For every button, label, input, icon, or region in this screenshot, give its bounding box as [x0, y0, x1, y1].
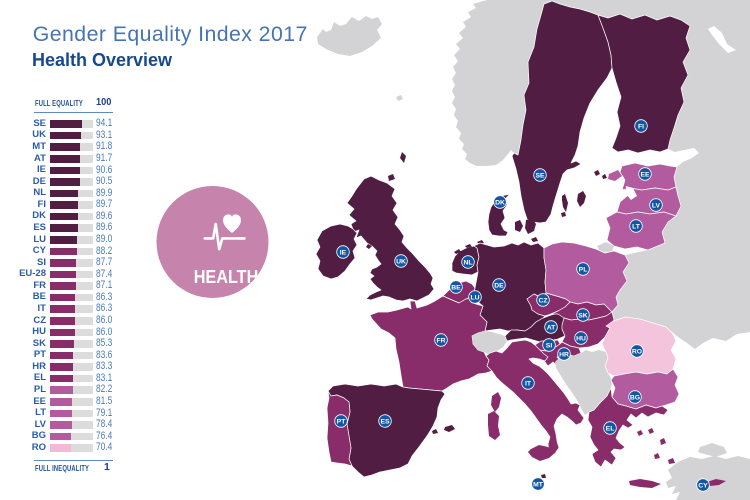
svg-text:HR: HR	[559, 351, 569, 358]
svg-text:FI: FI	[638, 123, 644, 130]
svg-text:SI: SI	[546, 342, 553, 349]
svg-text:CZ: CZ	[538, 297, 547, 304]
svg-text:HU: HU	[576, 335, 586, 342]
svg-text:BE: BE	[451, 284, 461, 291]
svg-text:DK: DK	[495, 199, 505, 206]
svg-text:IT: IT	[525, 380, 532, 387]
svg-text:CY: CY	[698, 482, 708, 489]
svg-text:SE: SE	[535, 172, 545, 179]
svg-text:LU: LU	[470, 294, 479, 301]
svg-text:ES: ES	[380, 418, 390, 425]
svg-text:EE: EE	[640, 171, 650, 178]
svg-text:BG: BG	[630, 394, 640, 401]
svg-text:PL: PL	[579, 266, 588, 273]
svg-text:DE: DE	[494, 282, 504, 289]
svg-text:SK: SK	[578, 312, 588, 319]
svg-text:UK: UK	[396, 258, 406, 265]
svg-text:RO: RO	[632, 348, 642, 355]
svg-text:HEALTH: HEALTH	[194, 266, 259, 287]
svg-text:MT: MT	[533, 481, 544, 488]
svg-text:EL: EL	[606, 425, 615, 432]
svg-text:LT: LT	[632, 223, 641, 230]
svg-text:IE: IE	[340, 249, 347, 256]
svg-text:PT: PT	[337, 418, 347, 425]
svg-text:LV: LV	[652, 202, 661, 209]
svg-text:AT: AT	[547, 324, 556, 331]
svg-text:FR: FR	[436, 337, 445, 344]
svg-text:NL: NL	[463, 259, 472, 266]
